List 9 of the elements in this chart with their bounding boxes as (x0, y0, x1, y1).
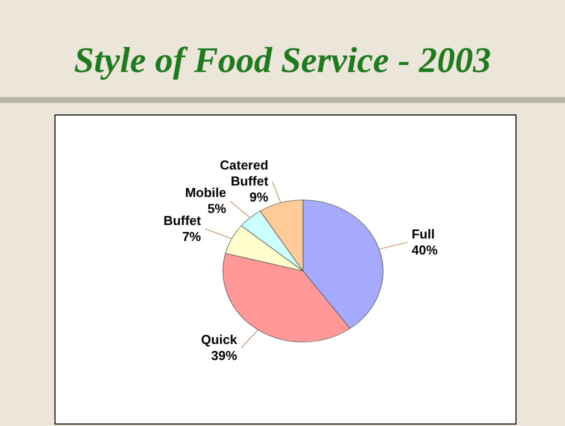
data-label: 7% (182, 228, 202, 244)
slice-label: Quick (201, 332, 238, 347)
slice-label: Buffet (163, 212, 202, 228)
data-label: 9% (250, 190, 269, 205)
slice-label: Full (412, 226, 435, 242)
chart-title: Style of Food Service - 2003 (74, 40, 491, 80)
data-label: 40% (412, 242, 438, 258)
data-label: 39% (211, 348, 238, 363)
data-label: 5% (207, 201, 227, 216)
